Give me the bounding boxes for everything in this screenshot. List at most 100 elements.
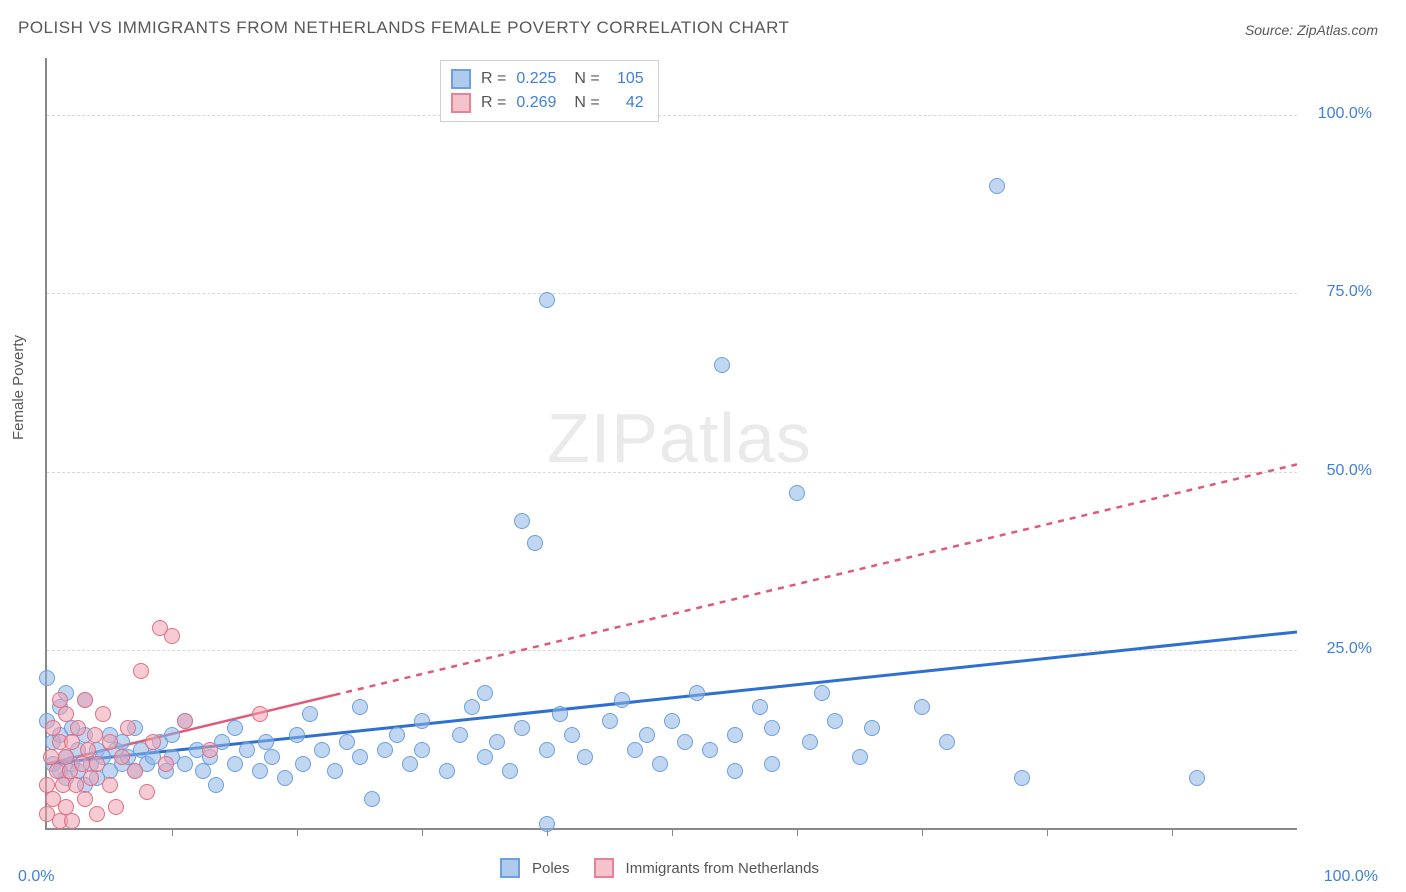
point-poles	[389, 727, 405, 743]
point-poles	[514, 720, 530, 736]
point-immigrants_netherlands	[89, 756, 105, 772]
point-poles	[939, 734, 955, 750]
point-poles	[802, 734, 818, 750]
point-immigrants_netherlands	[83, 770, 99, 786]
yaxis-title: Female Poverty	[10, 335, 27, 440]
point-poles	[552, 706, 568, 722]
point-immigrants_netherlands	[102, 734, 118, 750]
point-poles	[364, 791, 380, 807]
point-immigrants_netherlands	[133, 663, 149, 679]
point-immigrants_netherlands	[114, 749, 130, 765]
gridline	[47, 115, 1297, 116]
r-value: 0.269	[516, 91, 564, 115]
point-poles	[614, 692, 630, 708]
point-poles	[764, 720, 780, 736]
x-tick	[797, 828, 798, 836]
watermark: ZIPatlas	[547, 398, 812, 478]
point-poles	[402, 756, 418, 772]
point-poles	[464, 699, 480, 715]
point-poles	[264, 749, 280, 765]
point-immigrants_netherlands	[127, 763, 143, 779]
x-tick	[1047, 828, 1048, 836]
point-poles	[564, 727, 580, 743]
point-poles	[539, 742, 555, 758]
point-poles	[289, 727, 305, 743]
point-immigrants_netherlands	[202, 742, 218, 758]
point-poles	[489, 734, 505, 750]
legend-swatch	[451, 69, 471, 89]
correlation-row: R = 0.225 N = 105	[451, 67, 644, 91]
source-label: Source: ZipAtlas.com	[1245, 22, 1378, 38]
point-poles	[239, 742, 255, 758]
point-poles	[477, 749, 493, 765]
point-poles	[514, 513, 530, 529]
point-poles	[539, 816, 555, 832]
point-poles	[639, 727, 655, 743]
legend-label: Poles	[532, 860, 570, 877]
r-value: 0.225	[516, 67, 564, 91]
trendline-immigrants_netherlands-dashed	[335, 464, 1298, 695]
point-poles	[377, 742, 393, 758]
correlation-legend: R = 0.225 N = 105R = 0.269 N = 42	[440, 60, 659, 122]
point-poles	[227, 756, 243, 772]
point-poles	[727, 727, 743, 743]
point-poles	[752, 699, 768, 715]
point-immigrants_netherlands	[58, 706, 74, 722]
point-poles	[352, 699, 368, 715]
point-poles	[414, 742, 430, 758]
legend-swatch	[500, 858, 520, 878]
point-poles	[677, 734, 693, 750]
x-tick	[1172, 828, 1173, 836]
point-poles	[789, 485, 805, 501]
n-label: N =	[574, 67, 599, 91]
point-poles	[208, 777, 224, 793]
legend-swatch	[594, 858, 614, 878]
point-poles	[177, 756, 193, 772]
x-tick	[922, 828, 923, 836]
point-immigrants_netherlands	[64, 813, 80, 829]
point-poles	[352, 749, 368, 765]
r-label: R =	[481, 67, 506, 91]
point-poles	[477, 685, 493, 701]
chart-title: POLISH VS IMMIGRANTS FROM NETHERLANDS FE…	[18, 18, 789, 38]
legend-swatch	[451, 93, 471, 113]
n-value: 105	[610, 67, 644, 91]
point-poles	[164, 727, 180, 743]
point-poles	[539, 292, 555, 308]
point-poles	[602, 713, 618, 729]
point-immigrants_netherlands	[252, 706, 268, 722]
y-tick-label: 25.0%	[1307, 640, 1372, 658]
r-label: R =	[481, 91, 506, 115]
x-label-right: 100.0%	[1324, 868, 1378, 886]
point-immigrants_netherlands	[139, 784, 155, 800]
plot-area: ZIPatlas 25.0%50.0%75.0%100.0%	[45, 58, 1297, 830]
point-immigrants_netherlands	[87, 727, 103, 743]
point-immigrants_netherlands	[77, 791, 93, 807]
point-poles	[914, 699, 930, 715]
point-poles	[339, 734, 355, 750]
point-poles	[852, 749, 868, 765]
legend-label: Immigrants from Netherlands	[626, 860, 819, 877]
point-poles	[989, 178, 1005, 194]
point-poles	[727, 763, 743, 779]
x-tick	[297, 828, 298, 836]
point-poles	[295, 756, 311, 772]
gridline	[47, 472, 1297, 473]
point-immigrants_netherlands	[164, 628, 180, 644]
point-immigrants_netherlands	[89, 806, 105, 822]
point-poles	[452, 727, 468, 743]
n-value: 42	[610, 91, 644, 115]
x-tick	[422, 828, 423, 836]
point-poles	[577, 749, 593, 765]
correlation-row: R =0.269N =42	[451, 91, 644, 115]
x-label-left: 0.0%	[18, 868, 54, 886]
point-poles	[702, 742, 718, 758]
point-poles	[814, 685, 830, 701]
point-poles	[414, 713, 430, 729]
point-poles	[439, 763, 455, 779]
point-poles	[1189, 770, 1205, 786]
point-poles	[864, 720, 880, 736]
point-poles	[714, 357, 730, 373]
point-poles	[302, 706, 318, 722]
trendline-poles-solid	[47, 632, 1297, 764]
